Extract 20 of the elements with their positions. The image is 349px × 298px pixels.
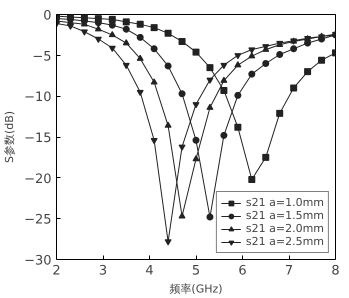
x-axis-title: 频率(GHz) [169, 282, 223, 296]
y-tick-label: −30 [24, 254, 52, 268]
y-tick-label: −5 [32, 49, 52, 64]
x-tick-label: 3 [98, 264, 108, 278]
y-tick-label: −20 [24, 172, 52, 187]
y-tick-label: 0 [43, 8, 52, 24]
legend-label: s21 a=1.0mm [246, 196, 324, 209]
legend-label: s21 a=2.5mm [246, 235, 324, 248]
y-tick-label: −25 [24, 212, 52, 228]
x-tick-label: 5 [192, 264, 200, 278]
y-tick-label: −15 [24, 131, 52, 146]
legend-label: s21 a=2.0mm [246, 222, 324, 235]
x-tick-label: 4 [145, 264, 154, 278]
x-tick-label: 6 [238, 264, 247, 278]
x-tick-label: 8 [331, 264, 340, 278]
legend-label: s21 a=1.5mm [246, 209, 324, 222]
x-tick-label: 7 [284, 264, 294, 278]
y-tick-label: −10 [24, 90, 52, 106]
x-tick-label: 2 [52, 264, 61, 278]
y-axis-title: S参数(dB) [3, 110, 16, 164]
